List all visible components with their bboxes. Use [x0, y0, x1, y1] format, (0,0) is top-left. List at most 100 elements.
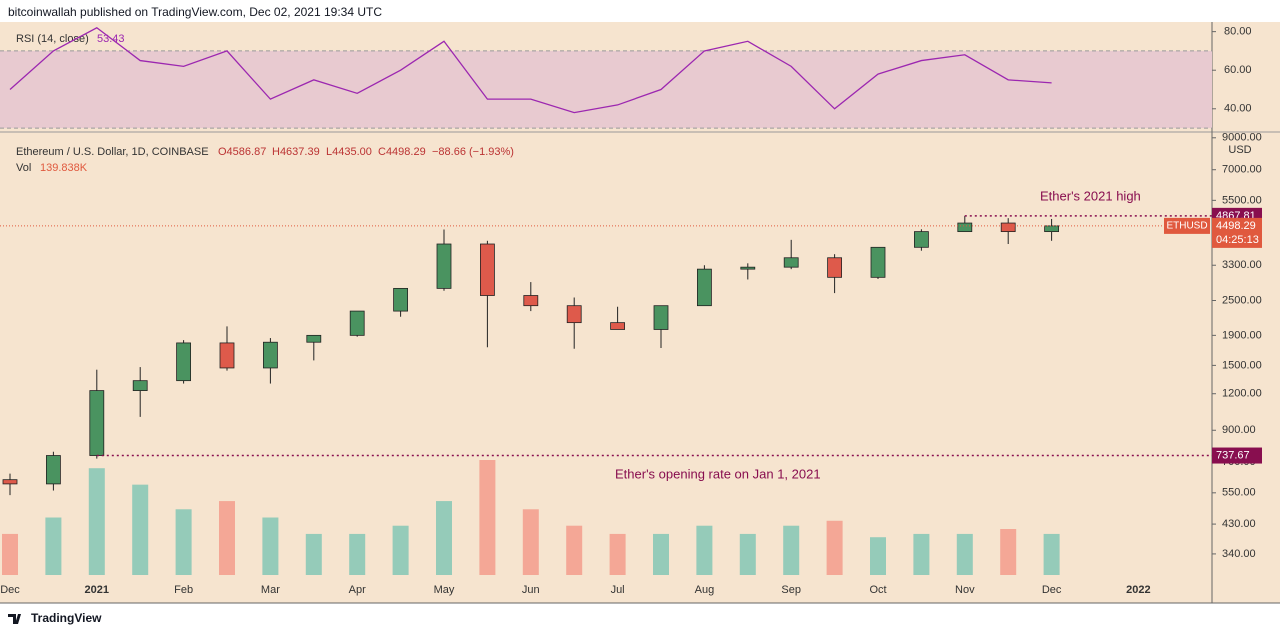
x-tick-label: 2021 — [85, 584, 109, 596]
x-tick-label: 2022 — [1126, 584, 1150, 596]
rsi-tick-label: 40.00 — [1224, 103, 1252, 115]
rsi-tick-label: 60.00 — [1224, 64, 1252, 76]
candle-body — [914, 231, 929, 248]
candle-body — [783, 257, 799, 268]
x-tick-label: May — [434, 584, 455, 596]
currency: USD — [1228, 144, 1251, 156]
candle-body — [523, 295, 539, 307]
x-tick-label: Mar — [261, 584, 280, 596]
candle-body — [479, 243, 495, 296]
y-tick-label: 340.00 — [1222, 548, 1256, 560]
y-tick-label: 900.00 — [1222, 424, 1256, 436]
candle-body — [610, 322, 625, 330]
candle-body — [436, 243, 452, 289]
candle-body — [132, 380, 148, 391]
rsi-name: RSI (14, close) — [16, 33, 89, 45]
volume-bar — [2, 533, 18, 575]
countdown: 04:25:13 — [1216, 234, 1259, 246]
volume-bar — [262, 517, 279, 575]
volume-bar — [479, 460, 496, 575]
x-tick-label: Nov — [955, 584, 975, 596]
volume-bar — [566, 525, 583, 575]
header: bitcoinwallah published on TradingView.c… — [8, 5, 382, 19]
x-tick-label: Jul — [611, 584, 625, 596]
volume-bar — [175, 509, 192, 575]
volume-bar — [219, 501, 235, 575]
ohlc-close: C4498.29 — [378, 146, 426, 158]
y-tick-label: 3300.00 — [1222, 259, 1262, 271]
candle-body — [870, 246, 886, 278]
y-tick-label: 430.00 — [1222, 518, 1256, 530]
logo — [8, 614, 21, 624]
y-tick-label: 1200.00 — [1222, 388, 1262, 400]
volume-bar — [653, 533, 669, 575]
rsi-band — [0, 50, 1212, 129]
volume-bar — [349, 533, 366, 575]
candle-body — [566, 305, 582, 324]
volume-bar — [392, 525, 409, 575]
annotation: Ether's opening rate on Jan 1, 2021 — [615, 466, 821, 481]
x-tick-label: Oct — [869, 584, 886, 596]
volume-bar — [913, 533, 930, 575]
ohlc-high: H4637.39 — [272, 146, 320, 158]
last-price-label: 4498.29 — [1216, 220, 1256, 232]
x-tick-label: Feb — [174, 584, 193, 596]
annotation: Ether's 2021 high — [1040, 188, 1141, 203]
candle-body — [393, 287, 409, 312]
x-tick-label: Dec — [0, 584, 20, 596]
x-tick-label: Jun — [522, 584, 540, 596]
volume-bar — [826, 520, 843, 575]
y-tick-label: 550.00 — [1222, 487, 1256, 499]
volume-value: 139.838K — [40, 162, 88, 174]
volume-bar — [1000, 529, 1017, 575]
ohlc-change: −88.66 (−1.93%) — [432, 146, 514, 158]
volume-bar — [88, 468, 105, 575]
candle-body — [176, 342, 192, 382]
candle-body — [349, 310, 365, 336]
volume-bar — [132, 484, 149, 575]
rsi-tick-label: 80.00 — [1224, 26, 1252, 38]
symbol: ETHUSD — [1166, 221, 1207, 232]
candle-body — [89, 390, 105, 456]
volume-bar — [739, 533, 756, 575]
candle-body — [697, 268, 712, 307]
rsi-line — [9, 27, 1052, 114]
volume-bar — [45, 517, 62, 575]
volume-bar — [696, 525, 713, 575]
candle-body — [653, 305, 669, 330]
volume-bar — [609, 533, 626, 575]
volume-bar — [783, 525, 800, 575]
candle-body — [262, 341, 278, 369]
x-tick-label: Apr — [349, 584, 366, 596]
symbol-box — [1164, 217, 1210, 234]
y-tick-label: 2500.00 — [1222, 294, 1262, 306]
volume-bar — [1043, 533, 1060, 575]
level-label-box — [1212, 447, 1262, 464]
y-tick-label: 7000.00 — [1222, 164, 1262, 176]
x-tick-label: Sep — [781, 584, 801, 596]
candle-body — [957, 222, 973, 233]
legend: Ethereum / U.S. Dollar, 1D, COINBASE — [16, 146, 209, 158]
ohlc-open: O4586.87 — [218, 146, 266, 158]
candle-body — [740, 266, 756, 270]
candle-body — [219, 342, 235, 369]
y-tick-label: 9000.00 — [1222, 132, 1262, 144]
candle-body — [1044, 225, 1059, 233]
volume-bar — [436, 501, 452, 575]
candle-body — [827, 257, 842, 278]
x-tick-label: Aug — [695, 584, 715, 596]
ohlc-low: L4435.00 — [326, 146, 372, 158]
volume-bar — [305, 533, 322, 575]
candle-body — [1000, 222, 1016, 233]
footer: TradingView — [31, 611, 102, 625]
volume-bar — [522, 509, 539, 575]
volume-bar — [870, 537, 886, 575]
volume-bar — [956, 533, 973, 575]
y-tick-label: 1500.00 — [1222, 359, 1262, 371]
volume-label: Vol — [16, 162, 31, 174]
candle-body — [2, 479, 18, 485]
level-label: 737.67 — [1216, 449, 1250, 461]
candle-body — [46, 455, 61, 485]
x-tick-label: Dec — [1042, 584, 1062, 596]
